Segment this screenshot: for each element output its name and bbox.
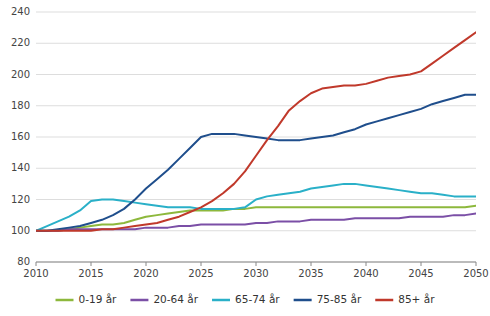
legend-swatch	[130, 299, 148, 302]
grid-line	[36, 230, 476, 231]
legend-item: 0-19 år	[56, 293, 118, 305]
x-tick	[91, 262, 92, 266]
x-tick	[146, 262, 147, 266]
grid-line	[36, 12, 476, 13]
series-line	[36, 214, 476, 231]
legend: 0-19 år 20-64 år 65-74 år 75-85 år 85+ år	[56, 293, 436, 305]
x-tick-label: 2035	[298, 268, 323, 279]
y-tick-label: 140	[11, 162, 30, 173]
y-tick-label: 220	[11, 37, 30, 48]
x-ticks: 2010 2015 2020 2025 2030 2035 2040 2045 2050	[23, 262, 488, 279]
plot-area	[36, 32, 476, 230]
x-tick-label: 2010	[23, 268, 48, 279]
legend-swatch	[294, 299, 312, 302]
legend-item: 85+ år	[375, 293, 435, 305]
y-tick-label: 160	[11, 131, 30, 142]
grid-line	[36, 168, 476, 169]
chart: 8010012014016018020022024020102015202020…	[0, 0, 490, 316]
y-tick-label: 240	[11, 6, 30, 17]
legend-swatch	[375, 299, 393, 302]
y-tick-label: 80	[17, 256, 30, 267]
x-tick	[36, 262, 37, 266]
legend-label: 85+ år	[398, 293, 435, 305]
y-grid	[36, 12, 476, 262]
legend-swatch	[212, 299, 230, 302]
series-line	[36, 206, 476, 231]
x-tick-label: 2045	[408, 268, 433, 279]
y-tick-label: 100	[11, 225, 30, 236]
grid-line	[36, 43, 476, 44]
x-tick-label: 2030	[243, 268, 268, 279]
x-tick-label: 2015	[78, 268, 103, 279]
y-tick-label: 120	[11, 194, 30, 205]
legend-item: 75-85 år	[294, 293, 362, 305]
legend-label: 0-19 år	[79, 293, 118, 305]
x-tick	[421, 262, 422, 266]
x-tick	[201, 262, 202, 266]
grid-line	[36, 105, 476, 106]
x-tick-label: 2020	[133, 268, 158, 279]
x-tick-label: 2025	[188, 268, 213, 279]
legend-swatch	[56, 299, 74, 302]
x-tick-label: 2050	[463, 268, 488, 279]
series-line	[36, 32, 476, 230]
series-line	[36, 95, 476, 231]
y-tick-label: 180	[11, 100, 30, 111]
legend-label: 65-74 år	[235, 293, 280, 305]
y-tick-label: 200	[11, 69, 30, 80]
series-line	[36, 184, 476, 231]
x-tick	[476, 262, 477, 266]
y-tick-labels: 80 100 120 140 160 180 200 220 240	[11, 6, 30, 267]
legend-item: 65-74 år	[212, 293, 280, 305]
legend-label: 75-85 år	[317, 293, 362, 305]
x-tick	[366, 262, 367, 266]
x-tick	[256, 262, 257, 266]
legend-item: 20-64 år	[130, 293, 198, 305]
x-tick-label: 2040	[353, 268, 378, 279]
x-tick	[311, 262, 312, 266]
legend-label: 20-64 år	[153, 293, 198, 305]
